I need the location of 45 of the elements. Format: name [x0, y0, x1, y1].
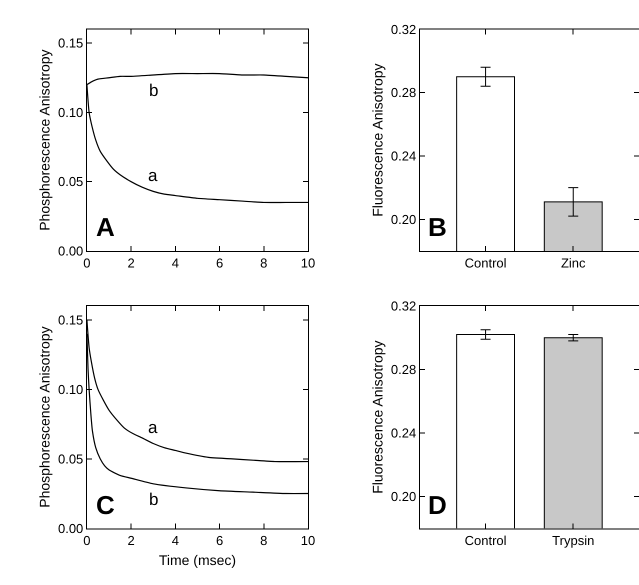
- series-label: a: [148, 166, 158, 185]
- y-axis-title: Phosphorescence Anisotropy: [36, 49, 53, 231]
- y-tick-label: 0.10: [58, 382, 84, 397]
- annotation: D: [428, 490, 447, 520]
- x-tick-label: 4: [172, 532, 179, 548]
- x-tick-label: 10: [300, 256, 316, 271]
- y-tick-label: 0.15: [58, 312, 84, 328]
- x-tick-label: 2: [128, 532, 135, 548]
- y-tick-label: 0.05: [58, 451, 84, 466]
- y-tick-label: 0.32: [390, 298, 416, 314]
- x-tick-label: 2: [128, 256, 135, 271]
- y-tick-label: 0.28: [390, 85, 416, 100]
- x-tick-label: 6: [216, 256, 224, 271]
- y-tick-label: 0.15: [58, 36, 84, 51]
- annotation: A: [96, 212, 115, 242]
- y-tick-label: 0.20: [390, 489, 416, 504]
- x-tick-label: 0: [83, 256, 91, 271]
- x-tick-label: 8: [260, 256, 268, 271]
- y-tick-label: 0.10: [58, 104, 84, 120]
- y-tick-label: 0.28: [390, 362, 416, 378]
- x-axis-title: Time (msec): [158, 552, 236, 568]
- x-tick-label: Control: [464, 256, 507, 271]
- annotation: C: [96, 490, 115, 520]
- y-tick-label: 0.05: [58, 174, 84, 190]
- annotation: B: [428, 212, 447, 242]
- y-tick-label: 0.00: [58, 520, 84, 536]
- x-tick-label: 8: [260, 532, 268, 548]
- x-tick-label: Control: [464, 532, 507, 548]
- x-tick-label: 10: [300, 532, 316, 548]
- series-label: b: [149, 490, 158, 509]
- y-tick-label: 0.24: [390, 148, 416, 164]
- y-tick-label: 0.20: [390, 212, 416, 227]
- series-label: b: [149, 81, 158, 100]
- y-tick-label: 0.00: [58, 244, 84, 259]
- y-tick-label: 0.24: [390, 426, 416, 441]
- y-tick-label: 0.32: [390, 22, 416, 37]
- x-tick-label: Trypsin: [552, 532, 594, 548]
- x-tick-label: 6: [216, 532, 224, 548]
- y-axis-title: Fluorescence Anisotropy: [370, 63, 386, 217]
- series-label: a: [148, 418, 158, 437]
- x-tick-label: 0: [83, 532, 91, 548]
- y-axis-title: Phosphorescence Anisotropy: [36, 326, 53, 508]
- x-tick-label: 4: [172, 256, 179, 271]
- x-tick-label: Zinc: [560, 256, 586, 271]
- y-axis-title: Fluorescence Anisotropy: [370, 340, 386, 494]
